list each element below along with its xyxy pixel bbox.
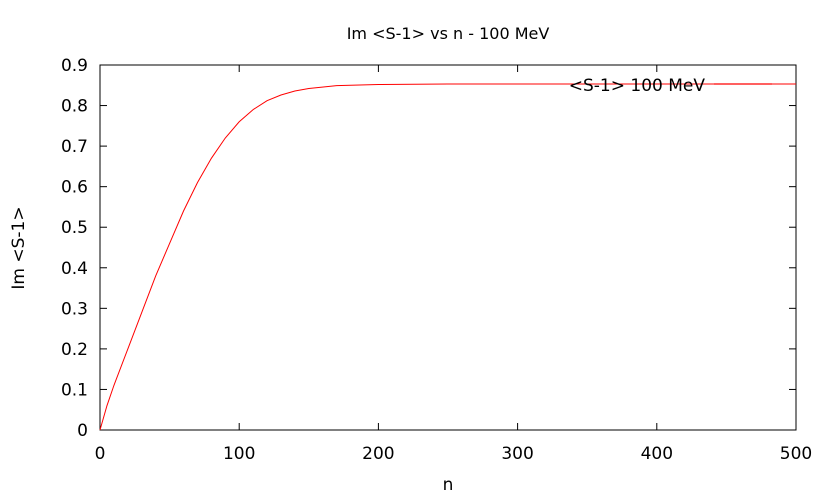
y-tick-label: 0.4 — [61, 259, 88, 279]
y-tick-label: 0.1 — [61, 380, 88, 400]
x-tick-label: 100 — [223, 444, 255, 464]
x-axis-label: n — [443, 475, 454, 495]
y-tick-label: 0.6 — [61, 178, 88, 198]
legend-label: <S-1> 100 MeV — [569, 76, 706, 96]
y-tick-label: 0.5 — [61, 218, 88, 238]
y-tick-label: 0.9 — [61, 56, 88, 76]
chart-title: Im <S-1> vs n - 100 MeV — [347, 24, 550, 43]
plot-area-frame — [99, 64, 797, 431]
x-tick-label: 300 — [501, 444, 533, 464]
y-tick-label: 0.2 — [61, 340, 88, 360]
x-tick-label: 0 — [95, 444, 106, 464]
y-tick-label: 0.7 — [61, 137, 88, 157]
x-tick-label: 500 — [780, 444, 812, 464]
y-axis-label: Im <S-1> — [9, 206, 29, 289]
y-tick-label: 0.8 — [61, 97, 88, 117]
y-axis: 0 0.1 0.2 0.3 0.4 0.5 0.6 0.7 0.8 0.9 — [61, 56, 796, 441]
x-tick-label: 400 — [641, 444, 673, 464]
x-tick-label: 200 — [362, 444, 394, 464]
legend: <S-1> 100 MeV — [569, 76, 772, 96]
series-group — [99, 83, 796, 431]
y-tick-label: 0.3 — [61, 299, 88, 319]
y-tick-label: 0 — [77, 421, 88, 441]
x-axis: 0 100 200 300 400 500 — [95, 65, 812, 464]
series-line — [99, 83, 796, 431]
